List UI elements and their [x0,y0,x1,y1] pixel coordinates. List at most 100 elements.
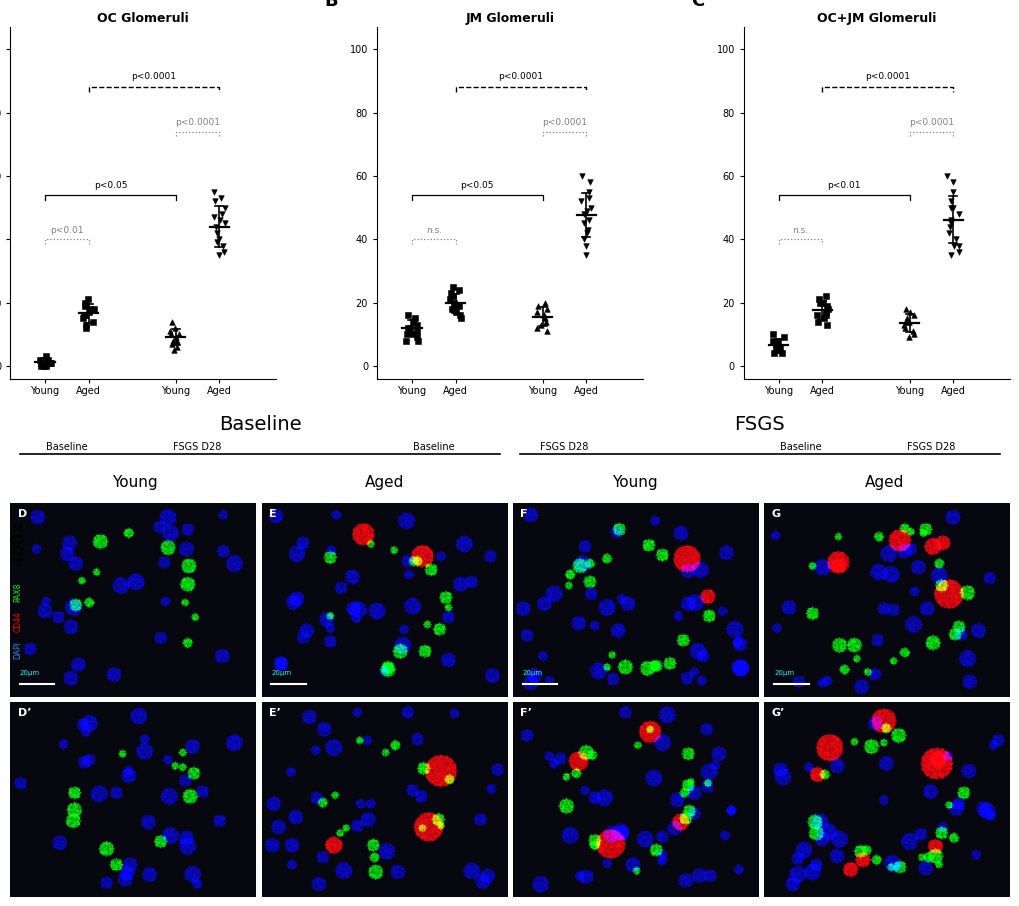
Text: 20μm: 20μm [271,670,291,676]
Text: Baseline: Baseline [46,442,88,452]
Point [905,323,921,338]
Point [765,346,782,361]
Point [78,321,95,335]
Point [398,327,415,342]
Point [213,207,229,221]
Point [581,175,597,189]
Text: n.s.: n.s. [792,226,808,235]
Point [947,232,963,246]
Point [579,226,595,240]
Point [209,226,225,240]
Text: FSGS D28: FSGS D28 [906,442,955,452]
Point [409,323,425,338]
Text: Baseline: Baseline [218,415,302,434]
Text: p<0.0001: p<0.0001 [175,118,220,127]
Point [76,298,93,313]
Point [404,327,420,342]
Point [536,308,552,323]
Point [900,314,916,329]
Point [528,321,544,335]
Point [163,314,179,329]
Point [529,298,545,313]
Point [946,238,962,253]
Title: JM Glomeruli: JM Glomeruli [465,12,554,24]
Point [810,292,826,306]
Point [582,200,598,215]
Point [817,308,834,323]
Point [581,191,597,206]
Point [211,213,227,227]
Text: Aged: Aged [365,476,405,490]
Point [899,311,915,325]
Point [896,321,912,335]
Point [217,200,233,215]
Point [215,238,231,253]
Point [171,327,187,342]
Point [897,314,913,329]
Point [81,304,97,319]
Point [944,200,960,215]
Text: FSGS D28: FSGS D28 [540,442,588,452]
Point [164,336,180,351]
Point [767,336,784,351]
Text: F’: F’ [520,708,532,718]
Point [767,340,784,354]
Point [942,217,958,231]
Point [452,311,469,325]
Text: PAX8: PAX8 [13,583,22,602]
Point [901,304,917,319]
Point [808,308,824,323]
Point [576,232,592,246]
Point [537,314,553,329]
Point [940,226,956,240]
Point [537,295,553,310]
Text: D: D [17,508,26,518]
Point [33,359,49,373]
Point [77,317,94,332]
Text: p<0.0001: p<0.0001 [908,118,953,127]
Text: G: G [771,508,781,518]
Point [206,185,222,199]
Point [811,295,827,310]
Point [576,207,592,221]
Text: Baseline: Baseline [780,442,820,452]
Point [76,308,93,323]
Point [76,308,93,323]
Text: p<0.05: p<0.05 [94,181,127,190]
Point [942,248,958,263]
Point [905,327,921,342]
Point [206,210,222,225]
Point [409,330,425,344]
Point [818,302,835,316]
Point [168,330,184,344]
Point [32,352,48,367]
Point [942,213,958,227]
Text: FSGS: FSGS [734,415,785,434]
Point [36,359,52,373]
Point [409,333,425,348]
Point [581,185,597,199]
Point [532,317,548,332]
Point [209,236,225,250]
Point [941,219,957,234]
Text: FSGS D28: FSGS D28 [173,442,221,452]
Point [442,292,459,306]
Point [944,175,960,189]
Point [167,321,183,335]
Point [450,283,467,297]
Point [768,333,785,348]
Text: p<0.0001: p<0.0001 [541,118,586,127]
Point [529,304,545,319]
Point [213,191,229,206]
Point [537,311,553,325]
Point [168,340,184,354]
Point [216,217,232,231]
Point [169,333,185,348]
Point [444,289,461,304]
Point [74,311,91,325]
Point [579,223,595,237]
Point [82,302,98,316]
Point [40,352,56,367]
Point [447,304,464,319]
Title: OC+JM Glomeruli: OC+JM Glomeruli [816,12,935,24]
